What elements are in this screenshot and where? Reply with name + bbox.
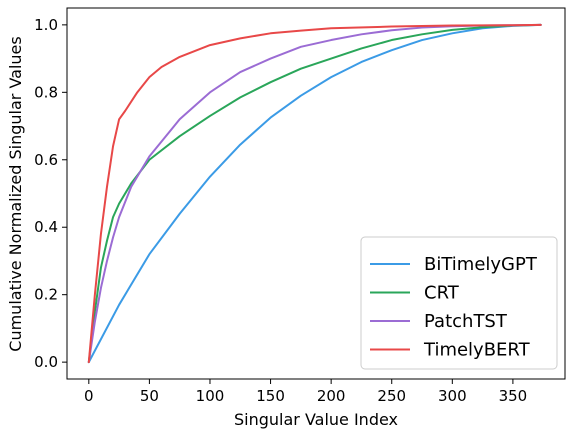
series-line-crt	[87, 23, 542, 364]
y-tick-label: 0.6	[34, 151, 58, 169]
x-tick-label: 200	[317, 387, 346, 405]
legend-label: CRT	[424, 283, 460, 304]
legend-label: PatchTST	[424, 311, 508, 332]
x-tick-label: 150	[256, 387, 285, 405]
plot-area	[87, 23, 542, 364]
axes: 0 50 100 150 200 250 300 350 0.0 0.2 0.4 0.6 0.8 1.0	[34, 7, 566, 405]
x-tick-label: 350	[499, 387, 528, 405]
y-tick-label: 0.8	[34, 83, 58, 101]
legend-label: TimelyBERT	[423, 340, 531, 361]
x-axis-label: Singular Value Index	[234, 410, 398, 429]
y-tick-label: 1.0	[34, 16, 58, 34]
plot-frame	[66, 7, 566, 380]
x-tick-label: 0	[84, 387, 94, 405]
x-tick-label: 100	[196, 387, 225, 405]
x-tick-label: 50	[140, 387, 159, 405]
series-line-bitimelygpt	[87, 23, 542, 364]
series-line-timelybert	[87, 23, 542, 364]
y-tick-label: 0.4	[34, 218, 58, 236]
legend-box	[360, 236, 558, 370]
y-tick-label: 0.0	[34, 353, 58, 371]
legend-label: BiTimelyGPT	[424, 254, 538, 275]
y-tick-label: 0.2	[34, 286, 58, 304]
x-tick-label: 300	[438, 387, 467, 405]
x-tick-label: 250	[377, 387, 406, 405]
legend: BiTimelyGPT CRT PatchTST TimelyBERT	[360, 236, 558, 370]
y-axis-label: Cumulative Normalized Singular Values	[6, 36, 25, 351]
